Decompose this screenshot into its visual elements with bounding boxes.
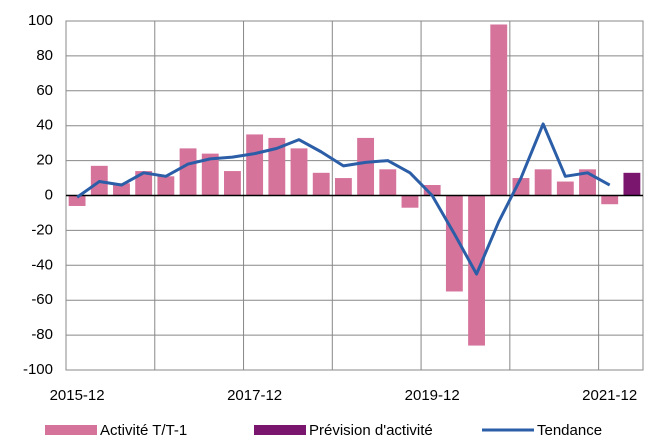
y-tick-label: -80 — [31, 326, 53, 343]
bar — [357, 137, 375, 196]
bar — [113, 183, 130, 196]
bar — [423, 185, 441, 196]
bar — [201, 153, 219, 196]
legend-label: Activité T/T-1 — [100, 422, 187, 439]
bar — [224, 171, 241, 196]
x-tick-label: 2021-12 — [582, 387, 637, 404]
y-tick-label: 80 — [36, 47, 53, 64]
bar — [290, 148, 308, 196]
y-tick-label: -40 — [31, 256, 53, 273]
bar — [401, 195, 419, 208]
trend-line — [76, 122, 611, 276]
legend-label: Tendance — [537, 422, 602, 439]
y-tick-label: -60 — [31, 291, 53, 308]
bar — [334, 178, 352, 196]
bar — [312, 172, 330, 196]
legend-swatch — [254, 425, 306, 435]
y-tick-label: -100 — [23, 361, 53, 378]
x-tick-label: 2019-12 — [405, 387, 460, 404]
bar — [135, 171, 153, 196]
y-tick-label: 60 — [36, 82, 53, 99]
y-tick-label: 40 — [36, 117, 53, 134]
bar — [179, 148, 197, 196]
y-tick-label: 20 — [36, 152, 53, 169]
bar — [157, 176, 175, 196]
bar — [268, 137, 286, 196]
x-tick-label: 2017-12 — [227, 387, 282, 404]
legend-swatch — [45, 425, 97, 435]
bar — [623, 172, 641, 196]
bar — [246, 134, 264, 196]
bar — [534, 169, 552, 196]
bar — [512, 178, 530, 196]
bar — [601, 195, 619, 205]
y-tick-label: 100 — [28, 12, 53, 29]
bar — [68, 195, 86, 206]
bar — [445, 195, 463, 292]
bar — [490, 24, 508, 196]
y-tick-label: -20 — [31, 221, 53, 238]
x-tick-label: 2015-12 — [50, 387, 105, 404]
bar — [556, 181, 574, 196]
y-tick-label: 0 — [45, 186, 53, 203]
bar — [379, 169, 397, 196]
legend-label: Prévision d'activité — [309, 422, 433, 439]
